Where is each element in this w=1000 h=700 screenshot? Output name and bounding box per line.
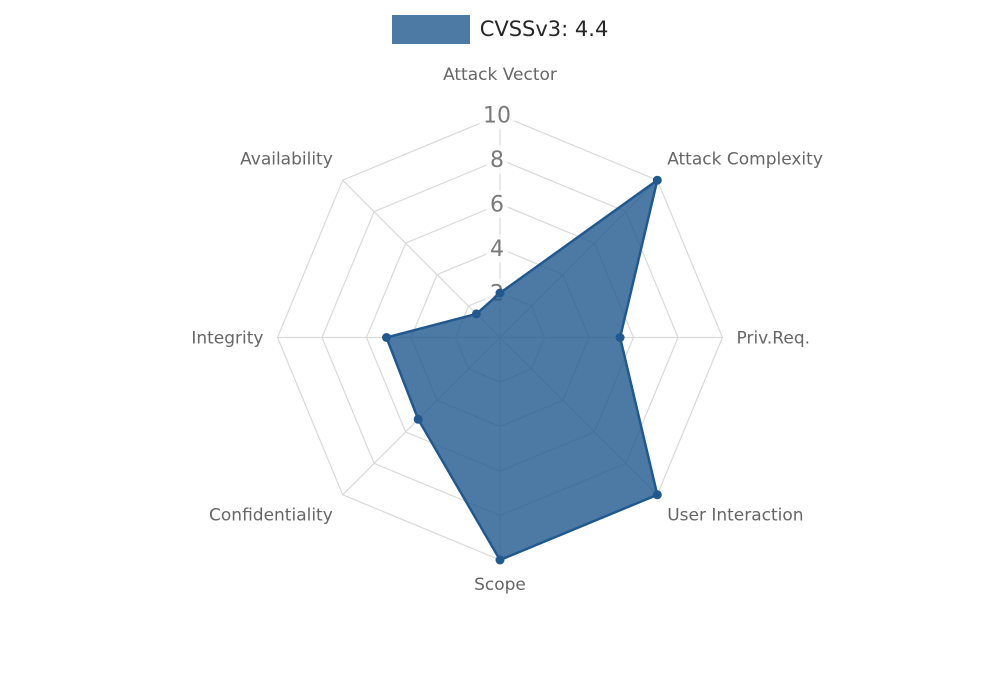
tick-label: 10 [483,104,511,129]
data-point [652,175,662,185]
data-point [382,333,391,342]
axis-label: Attack Vector [443,65,557,85]
tick-backdrop [479,101,515,129]
tick-label: 6 [490,193,504,218]
tick-backdrop [486,190,508,218]
legend-swatch [391,15,470,44]
axis-label: Confidentiality [209,506,333,526]
axis-label: Attack Complexity [667,149,823,169]
chart-legend[interactable]: CVSSv3: 4.4 [0,15,1000,44]
tick-label: 4 [490,237,504,262]
data-polygon [385,178,659,562]
data-point [652,490,662,500]
tick-backdrop [486,145,508,174]
axis-label: Integrity [191,329,263,349]
axis-label: Priv.Req. [737,329,811,349]
data-point [495,555,505,565]
legend-label: CVSSv3: 4.4 [479,17,609,41]
axis-label: Availability [240,149,333,169]
data-point [413,414,423,424]
tick-backdrop [486,234,508,263]
data-point [615,333,625,342]
tick-label: 8 [490,148,504,173]
axis-label: Scope [474,575,526,595]
axis-label: User Interaction [667,506,803,526]
data-point [495,288,505,298]
data-point [471,309,481,319]
